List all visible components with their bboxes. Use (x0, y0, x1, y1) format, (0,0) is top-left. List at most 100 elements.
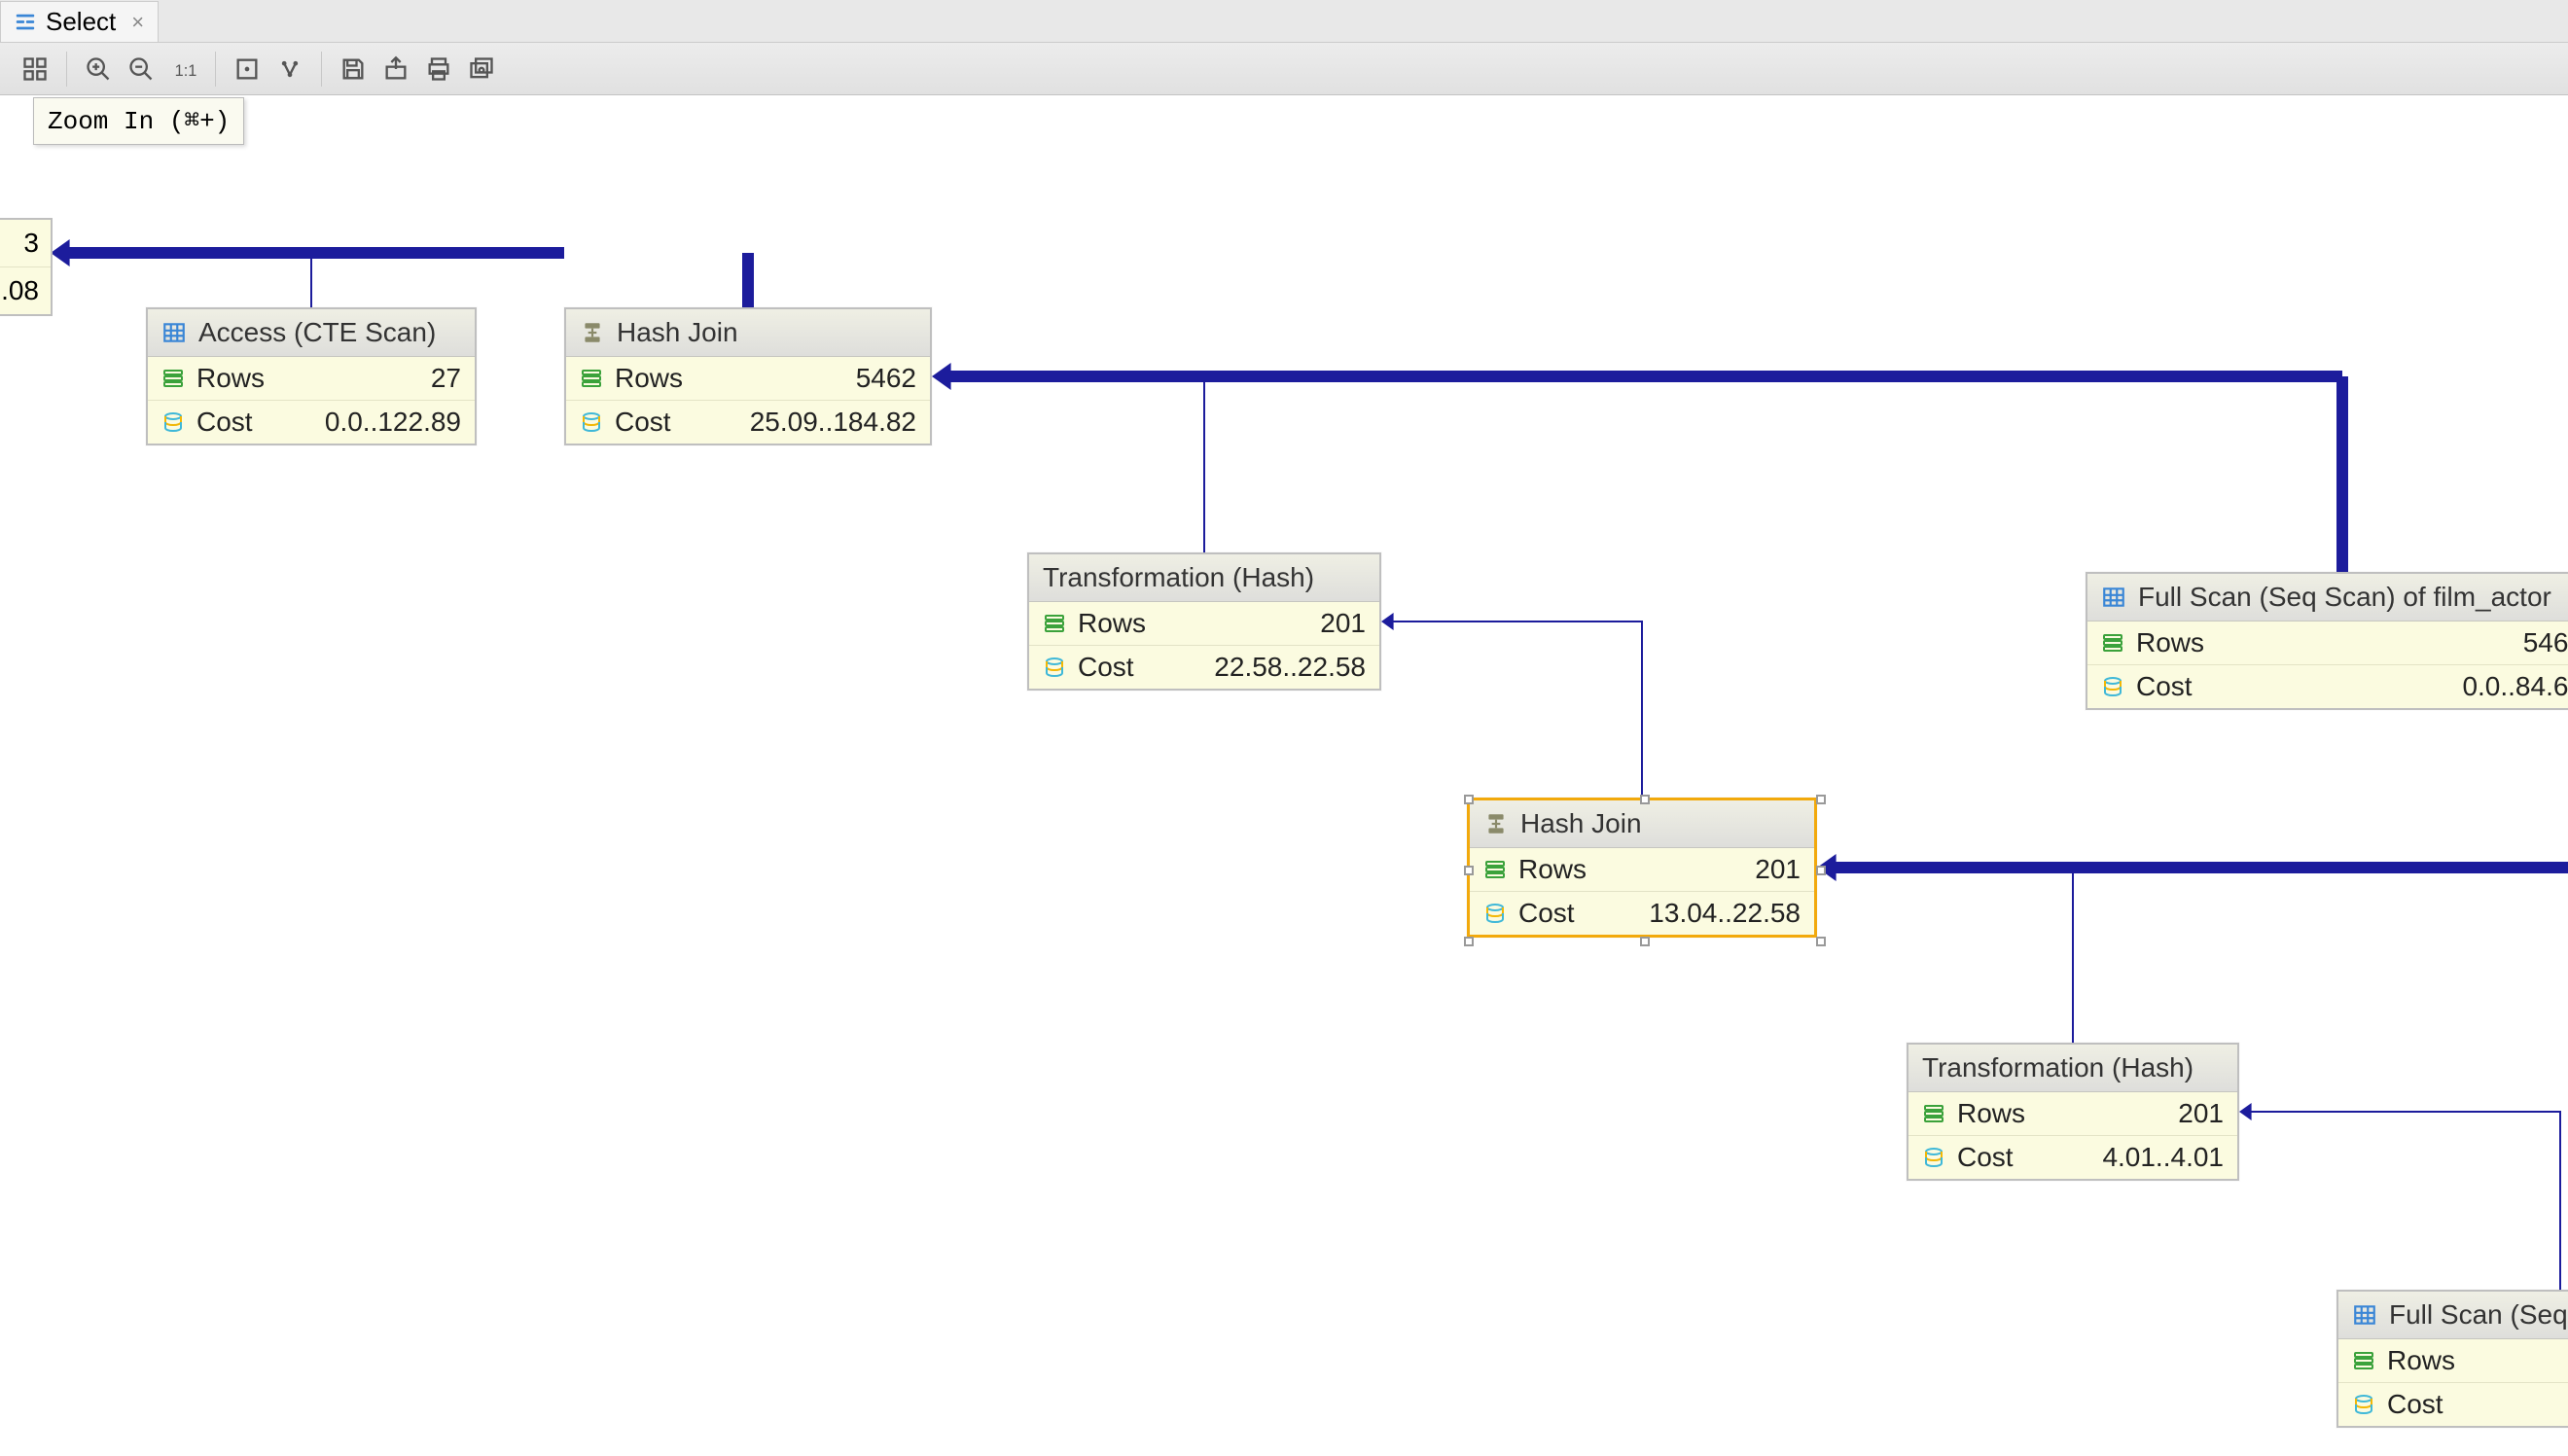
plan-node-rows: Rows 5462 (2087, 621, 2568, 664)
rows-icon (2101, 631, 2124, 655)
rows-value: 201 (2178, 1098, 2224, 1129)
svg-text:1:1: 1:1 (175, 62, 197, 80)
plan-node-cost: Cost4.01..4.01 (1908, 1135, 2237, 1179)
zoom-in-button[interactable] (81, 52, 116, 87)
copy-picture-button[interactable] (464, 52, 499, 87)
plan-node-cost: Cost0.0..4.01 (2338, 1382, 2568, 1426)
cost-icon (2352, 1393, 2375, 1416)
cost-icon (2101, 675, 2124, 698)
rows-label: Rows (615, 363, 683, 394)
plan-node-title: Full Scan (Seq Scan) of actor (2389, 1299, 2568, 1331)
rows-icon (1043, 612, 1066, 635)
rows-icon (580, 367, 603, 390)
rows-label: Rows (1957, 1098, 2025, 1129)
selection-handle[interactable] (1464, 937, 1474, 946)
cost-label: Cost (1078, 652, 1134, 683)
selection-handle[interactable] (1816, 937, 1826, 946)
cost-label: Cost (2387, 1389, 2443, 1420)
plan-node-header: Full Scan (Seq Scan) of film_actor (2087, 574, 2568, 621)
plan-node-cost: Cost 13.04..22.58 (1470, 891, 1814, 935)
tab-close-icon[interactable]: × (131, 10, 144, 35)
plan-node-fs_film[interactable]: Full Scan (Seq Scan) of film_actor Rows 54… (2086, 572, 2568, 710)
plan-node-body: Rows 5462 Cost25.09..184.82 (566, 357, 930, 444)
export-button[interactable] (378, 52, 413, 87)
layout-button[interactable] (272, 52, 307, 87)
table-icon (2101, 585, 2126, 610)
selection-handle[interactable] (1640, 795, 1650, 804)
plan-node-cte[interactable]: Access (CTE Scan) Rows 27 Cost 0.0..122.89 (146, 307, 477, 445)
plan-node-header: Transformation (Hash) (1029, 554, 1379, 602)
result-cost: .08 (0, 267, 51, 314)
join-icon (1483, 811, 1509, 836)
rows-value: 5462 (856, 363, 916, 394)
cost-value: 25.09..184.82 (750, 407, 916, 438)
cost-label: Cost (1957, 1142, 2014, 1173)
plan-node-body: Rows201 Cost 13.04..22.58 (1470, 848, 1814, 935)
grid-view-button[interactable] (18, 52, 53, 87)
rows-value: 27 (431, 363, 461, 394)
cost-icon (1043, 656, 1066, 679)
selection-handle[interactable] (1464, 866, 1474, 875)
cost-value: 0.0..122.89 (325, 407, 461, 438)
cost-icon (580, 410, 603, 434)
cost-label: Cost (1518, 898, 1575, 929)
table-icon (161, 320, 187, 345)
plan-node-thash2[interactable]: Transformation (Hash) Rows 201 Cost4.01..4.… (1907, 1043, 2239, 1181)
plan-node-rows: Rows 27 (148, 357, 475, 400)
edges-layer (0, 95, 2568, 1456)
rows-value: 5462 (2523, 627, 2568, 658)
plan-node-cost: Cost 22.58..22.58 (1029, 645, 1379, 689)
tooltip: Zoom In (⌘+) (33, 97, 244, 145)
cost-value: 22.58..22.58 (1214, 652, 1366, 683)
save-button[interactable] (336, 52, 371, 87)
result-rows: 3 (0, 220, 51, 267)
plan-node-body: Rows 201 Cost4.01..4.01 (1908, 1092, 2237, 1179)
plan-node-rows: Rows 5462 (566, 357, 930, 400)
plan-node-rows: Rows 201 (1029, 602, 1379, 645)
plan-node-fs_actor[interactable]: Full Scan (Seq Scan) of actorRows201Cost… (2336, 1290, 2568, 1428)
cost-value: 13.04..22.58 (1649, 898, 1801, 929)
zoom-actual-button[interactable]: 1:1 (166, 52, 201, 87)
zoom-out-button[interactable] (124, 52, 159, 87)
explain-canvas[interactable]: 3.08 Access (CTE Scan) Rows 27 Cost 0.0..122.… (0, 95, 2568, 1456)
plan-node-title: Access (CTE Scan) (198, 317, 436, 348)
plan-node-rows: Rows201 (1470, 848, 1814, 891)
cost-icon (1922, 1146, 1945, 1169)
plan-node-header: Hash Join (1470, 800, 1814, 848)
plan-node-hj1[interactable]: Hash JoinRows5462Cost25.09..184.82 (564, 307, 932, 445)
cost-icon (161, 410, 185, 434)
cost-icon (1483, 902, 1507, 925)
tab-select[interactable]: Select × (0, 1, 159, 42)
plan-node-hj2[interactable]: Hash Join Rows201 Cost 13.04..22.58 (1467, 798, 1817, 938)
print-button[interactable] (421, 52, 456, 87)
rows-label: Rows (1078, 608, 1146, 639)
rows-icon (1483, 858, 1507, 881)
rows-label: Rows (2387, 1345, 2455, 1376)
plan-node-header: Transformation (Hash) (1908, 1045, 2237, 1092)
plan-node-title: Transformation (Hash) (1922, 1052, 2194, 1083)
plan-node-rows: Rows201 (2338, 1339, 2568, 1382)
selection-handle[interactable] (1816, 866, 1826, 875)
rows-label: Rows (2136, 627, 2204, 658)
plan-node-body: Rows 27 Cost 0.0..122.89 (148, 357, 475, 444)
rows-label: Rows (196, 363, 265, 394)
plan-node-cost: Cost25.09..184.82 (566, 400, 930, 444)
plan-node-cost: Cost 0.0..122.89 (148, 400, 475, 444)
rows-label: Rows (1518, 854, 1587, 885)
plan-node-title: Full Scan (Seq Scan) of film_actor (2138, 582, 2551, 613)
selection-handle[interactable] (1640, 937, 1650, 946)
toolbar: 1:1 Zoom In (⌘+) (0, 43, 2568, 95)
plan-node-thash1[interactable]: Transformation (Hash) Rows 201 Cost 22.58..2… (1027, 552, 1381, 691)
rows-icon (1922, 1102, 1945, 1125)
rows-value: 201 (1320, 608, 1366, 639)
selection-handle[interactable] (1464, 795, 1474, 804)
plan-tab-icon (15, 12, 36, 33)
cost-label: Cost (196, 407, 253, 438)
result-node[interactable]: 3.08 (0, 218, 53, 316)
fit-page-button[interactable] (230, 52, 265, 87)
plan-node-title: Hash Join (1520, 808, 1642, 839)
tab-bar: Select × (0, 0, 2568, 43)
rows-icon (2352, 1349, 2375, 1372)
selection-handle[interactable] (1816, 795, 1826, 804)
plan-node-body: Rows201Cost0.0..4.01 (2338, 1339, 2568, 1426)
